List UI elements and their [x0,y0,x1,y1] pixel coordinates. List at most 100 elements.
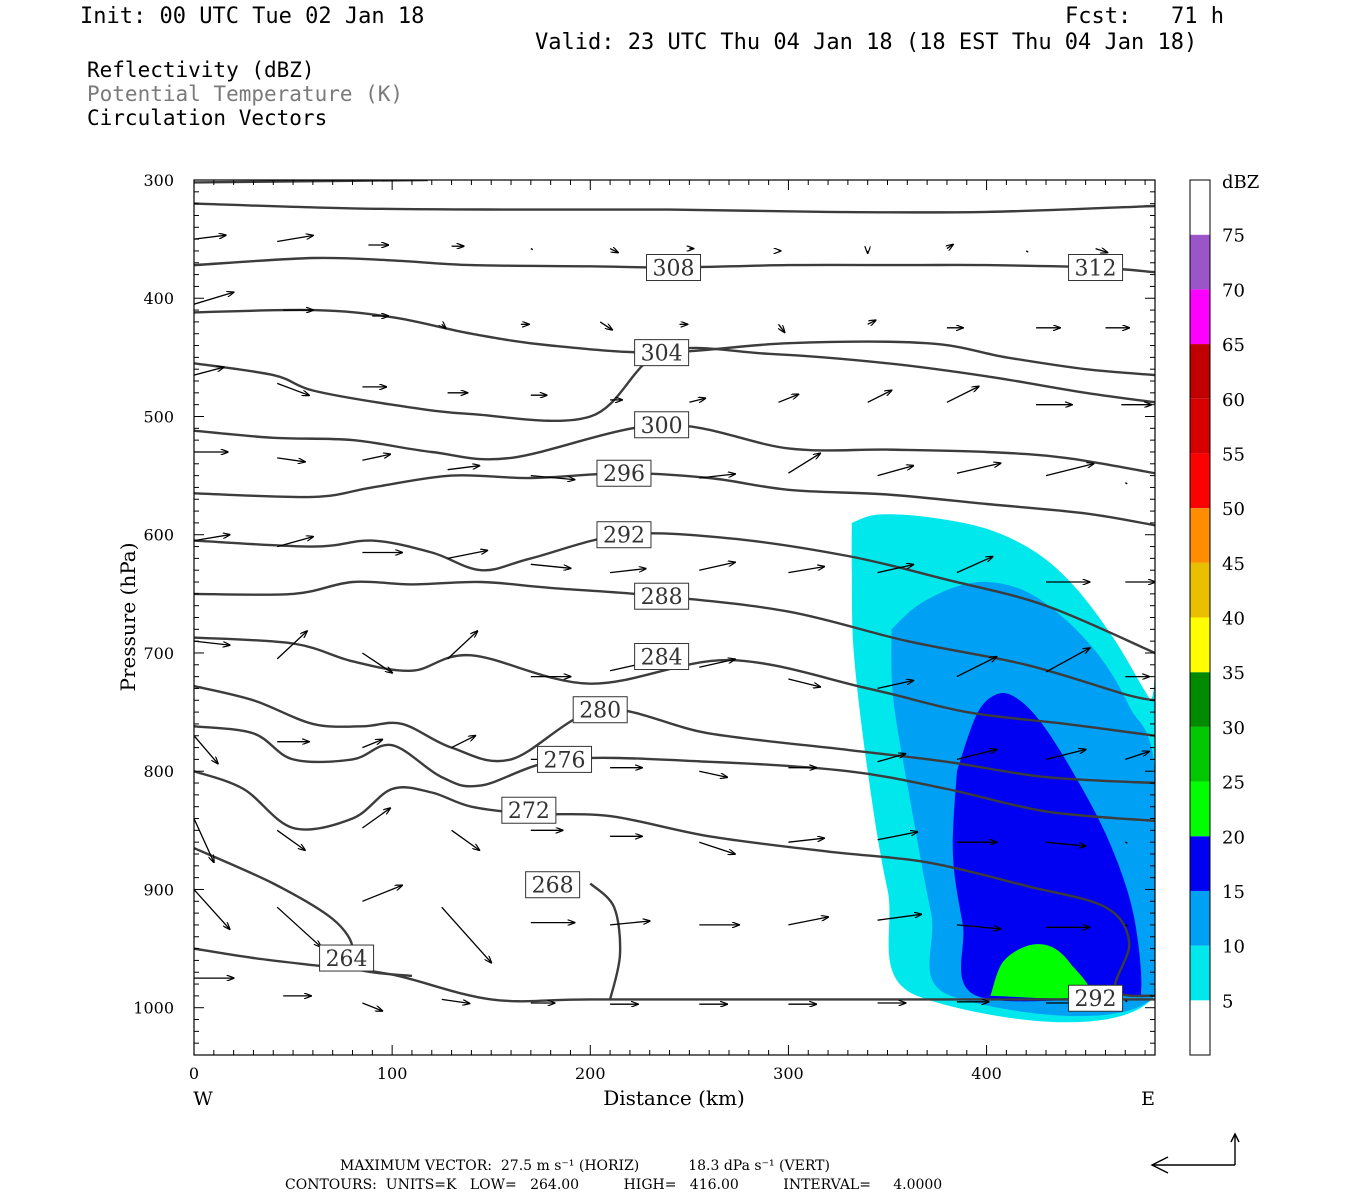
circulation-vector [277,537,313,548]
circulation-vector [194,889,230,930]
circulation-vector [441,906,492,962]
circulation-vector [699,659,735,668]
circulation-vector [447,631,478,660]
circulation-vector [1125,752,1149,761]
legend-reflectivity: Reflectivity (dBZ) [87,58,315,82]
colorbar-unit: dBZ [1222,172,1259,193]
colorbar-label: 10 [1222,937,1245,958]
theta-label-292: 292 [1068,984,1124,1012]
theta-contour-264 [194,947,1155,1003]
theta-label-272: 272 [501,796,557,824]
colorbar-swatch [1190,234,1210,290]
contour-info: CONTOURS: UNITS=K LOW= 264.00 HIGH= 416.… [285,1177,943,1193]
circulation-vector [867,390,892,403]
circulation-vector [276,382,309,395]
circulation-vector [610,569,646,574]
theta-contour-280 [194,684,1155,785]
legend-potential-temperature: Potential Temperature (K) [87,82,404,106]
y-tick-label: 500 [143,407,174,426]
colorbar-label: 5 [1222,991,1233,1012]
theta-label-268: 268 [525,871,581,899]
colorbar-swatch [1190,945,1210,1001]
colorbar-swatch [1190,1000,1210,1055]
circulation-vector [276,631,307,660]
svg-text:280: 280 [579,699,621,724]
circulation-vector [194,235,226,240]
circulation-vector [867,320,876,324]
circulation-vector [362,652,392,673]
y-tick-label: 900 [143,880,174,899]
forecast-hour: Fcst: 71 h [1065,4,1224,29]
circulation-vector [194,292,234,305]
colorbar-label: 20 [1222,827,1245,848]
svg-text:292: 292 [603,524,645,549]
x-tick-label: 200 [575,1064,606,1083]
svg-text:304: 304 [641,342,683,367]
circulation-vector [451,736,476,749]
circulation-vector [1124,841,1128,844]
x-tick-label: 400 [971,1064,1002,1083]
svg-text:300: 300 [641,414,683,439]
colorbar-swatch [1190,180,1210,235]
colorbar-label: 55 [1222,444,1245,465]
theta-contour-268 [194,847,413,977]
colorbar-swatch [1190,781,1210,837]
y-tick-label: 600 [143,526,174,545]
circulation-vector [699,562,735,571]
reflectivity-fill-layer [851,514,1155,1023]
svg-text:296: 296 [603,462,645,487]
circulation-vector [699,474,735,479]
colorbar-label: 40 [1222,609,1245,630]
theta-label-layer: 264 268 272 276 280 284 288 292 296 300 304 308 312 2… [319,254,1124,1012]
colorbar-label: 50 [1222,499,1245,520]
theta-label-284: 284 [634,643,690,671]
circulation-vector [1025,250,1029,253]
reference-vector-icon [1150,1132,1240,1174]
svg-text:272: 272 [508,799,550,824]
valid-time: Valid: 23 UTC Thu 04 Jan 18 (18 EST Thu … [535,30,1198,55]
circulation-vector [877,914,922,921]
circulation-vector [1124,999,1128,1003]
circulation-vector [956,750,997,761]
reflectivity-region-20 [990,944,1090,999]
circulation-vector [877,754,906,763]
theta-label-304: 304 [634,339,690,367]
circulation-vector [530,474,575,480]
circulation-vector [362,1002,382,1011]
colorbar-swatch [1190,344,1210,399]
circulation-vector [610,921,650,926]
axis-ticks: 300 400 500 600 700 800 900 1000 0 100 200 300 400 [133,171,1155,1083]
x-tick-label: 100 [377,1064,408,1083]
circulation-vector [362,885,402,902]
colorbar-label: 60 [1222,390,1245,411]
theta-contour-284 [194,636,1155,737]
colorbar-swatch [1190,726,1210,782]
svg-text:268: 268 [532,874,574,899]
circulation-vector [276,829,305,850]
circulation-vector [362,808,390,829]
svg-text:312: 312 [1075,257,1117,282]
colorbar-label: 35 [1222,663,1245,684]
circulation-vector [362,454,390,461]
circulation-vector [1124,924,1128,927]
init-time: Init: 00 UTC Tue 02 Jan 18 [80,4,425,29]
circulation-vector [699,841,735,854]
svg-text:284: 284 [641,646,683,671]
circulation-vector [1045,464,1094,477]
colorbar-swatch [1190,890,1210,946]
y-tick-label: 300 [143,171,174,190]
svg-text:264: 264 [326,947,368,972]
max-vector-info: MAXIMUM VECTOR: 27.5 m s⁻¹ (HORIZ) 18.3 … [340,1158,830,1174]
theta-label-296: 296 [596,459,652,487]
circulation-vector [447,551,488,560]
circulation-vector [778,394,799,403]
circulation-vector [599,321,612,330]
theta-label-264: 264 [319,944,375,972]
theta-contour-268 [589,882,622,1000]
svg-text:288: 288 [641,585,683,610]
y-tick-label: 400 [143,289,174,308]
circulation-vector [779,323,785,332]
circulation-vector [877,681,914,690]
y-axis-title: Pressure (hPa) [116,543,140,692]
circulation-vector [277,457,305,462]
